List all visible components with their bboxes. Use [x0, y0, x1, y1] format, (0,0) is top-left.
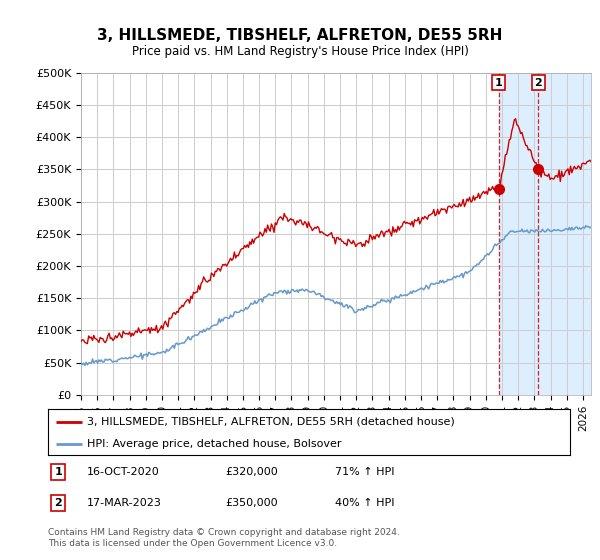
Text: 2: 2: [535, 78, 542, 87]
Text: Contains HM Land Registry data © Crown copyright and database right 2024.
This d: Contains HM Land Registry data © Crown c…: [48, 528, 400, 548]
Text: 17-MAR-2023: 17-MAR-2023: [87, 498, 162, 508]
Text: £320,000: £320,000: [226, 467, 278, 477]
Text: 16-OCT-2020: 16-OCT-2020: [87, 467, 160, 477]
Text: Price paid vs. HM Land Registry's House Price Index (HPI): Price paid vs. HM Land Registry's House …: [131, 45, 469, 58]
Text: HPI: Average price, detached house, Bolsover: HPI: Average price, detached house, Bols…: [87, 438, 341, 449]
Text: £350,000: £350,000: [226, 498, 278, 508]
Text: 3, HILLSMEDE, TIBSHELF, ALFRETON, DE55 5RH: 3, HILLSMEDE, TIBSHELF, ALFRETON, DE55 5…: [97, 28, 503, 43]
Bar: [499, 73, 591, 395]
Text: 1: 1: [54, 467, 62, 477]
Text: 40% ↑ HPI: 40% ↑ HPI: [335, 498, 395, 508]
Text: 2: 2: [54, 498, 62, 508]
Text: 71% ↑ HPI: 71% ↑ HPI: [335, 467, 395, 477]
Text: 3, HILLSMEDE, TIBSHELF, ALFRETON, DE55 5RH (detached house): 3, HILLSMEDE, TIBSHELF, ALFRETON, DE55 5…: [87, 417, 455, 427]
Text: 1: 1: [495, 78, 503, 87]
